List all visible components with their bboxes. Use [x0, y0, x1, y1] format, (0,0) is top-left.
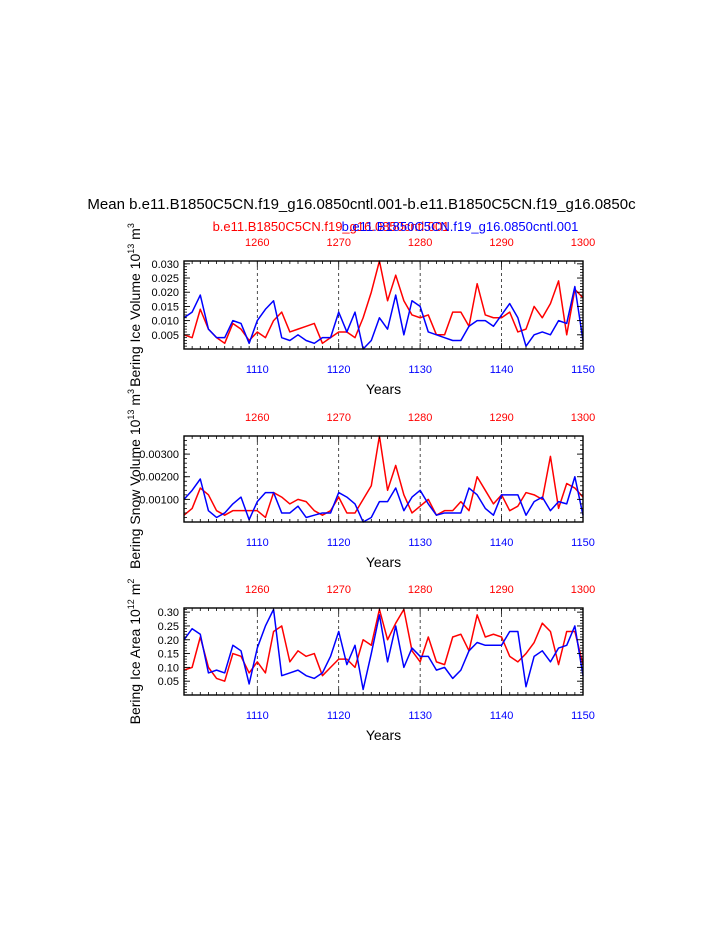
x-tick-label-top: 1280 — [408, 237, 432, 249]
x-tick-label-bottom: 1140 — [490, 710, 514, 722]
legend-blue-series: b.e11.B1850C5CN.f19_g16.0850cntl.001 — [342, 219, 579, 234]
x-tick-label-top: 1270 — [326, 412, 350, 424]
chart-panels: 1110 1120 1130 1140 1150 1260 1270 1280 1290 1300… — [126, 223, 595, 743]
x-tick-label-top: 1290 — [489, 237, 513, 249]
y-tick-label: 0.015 — [151, 301, 179, 313]
y-axis-label: Bering Ice Volume 1013 m3 — [126, 223, 143, 387]
x-tick-label-top: 1300 — [571, 237, 595, 249]
x-tick-label-top: 1260 — [245, 412, 269, 424]
series-line-red — [183, 435, 584, 519]
panel-snow-volume: 1110 1120 1130 1140 1150 1260 1270 1280 1290 1300… — [126, 389, 595, 570]
y-tick-label: 0.005 — [151, 330, 179, 342]
x-tick-label-top: 1280 — [408, 412, 432, 424]
y-tick-label: 0.025 — [151, 273, 179, 285]
x-tick-label-top: 1290 — [489, 412, 513, 424]
x-tick-label-top: 1290 — [489, 584, 513, 596]
panel-ice-area: 1110 1120 1130 1140 1150 1260 1270 1280 1290 1300… — [126, 579, 595, 743]
x-tick-label-bottom: 1130 — [408, 710, 432, 722]
y-axis-label-exponent: 13 — [126, 244, 136, 254]
x-tick-label-bottom: 1130 — [408, 364, 432, 376]
y-tick-label: 0.25 — [158, 621, 179, 633]
legend-red-series: b.e11.B1850C5CN.f19_g16.0850cntl.001 — [213, 219, 450, 234]
y-axis-label-exponent: 12 — [126, 599, 136, 609]
y-axis-label-unit-exponent: 2 — [126, 579, 136, 584]
y-axis-label-unit-exponent: 3 — [126, 223, 136, 228]
y-axis-label-exponent: 13 — [126, 410, 136, 420]
y-tick-label: 0.20 — [158, 635, 179, 647]
x-tick-label-bottom: 1120 — [327, 537, 351, 549]
y-tick-label: 0.05 — [158, 676, 179, 688]
x-tick-label-bottom: 1120 — [327, 364, 351, 376]
y-axis-label: Bering Ice Area 1012 m2 — [126, 579, 143, 725]
x-axis-label: Years — [366, 727, 401, 743]
y-axis-label-unit: m — [127, 584, 143, 600]
y-axis-label-unit: m — [127, 228, 143, 244]
x-tick-label-bottom: 1150 — [571, 364, 595, 376]
y-axis-label-unit-exponent: 3 — [126, 389, 136, 394]
x-tick-label-bottom: 1140 — [490, 364, 514, 376]
plot-frame — [183, 607, 584, 696]
x-tick-label-bottom: 1140 — [490, 537, 514, 549]
x-tick-label-top: 1270 — [326, 584, 350, 596]
y-tick-label: 0.30 — [158, 607, 179, 619]
x-tick-label-bottom: 1120 — [327, 710, 351, 722]
y-tick-label: 0.020 — [151, 287, 179, 299]
x-tick-label-top: 1300 — [571, 584, 595, 596]
y-tick-label: 0.10 — [158, 662, 179, 674]
x-tick-label-bottom: 1150 — [571, 537, 595, 549]
x-tick-label-bottom: 1130 — [408, 537, 432, 549]
y-axis-label: Bering Snow Volume 1013 m3 — [126, 389, 143, 569]
series-line-blue — [183, 608, 584, 691]
y-tick-label: 0.00200 — [139, 472, 179, 484]
x-tick-label-top: 1260 — [245, 584, 269, 596]
y-tick-label: 0.00300 — [139, 449, 179, 461]
y-tick-label: 0.00100 — [139, 494, 179, 506]
y-tick-label: 0.010 — [151, 316, 179, 328]
y-tick-label: 0.15 — [158, 649, 179, 661]
plot-frame — [183, 260, 584, 350]
x-tick-label-bottom: 1110 — [246, 364, 269, 376]
panel-ice-volume: 1110 1120 1130 1140 1150 1260 1270 1280 1290 1300… — [126, 223, 595, 397]
series-line-red — [183, 608, 584, 682]
x-tick-label-bottom: 1150 — [571, 710, 595, 722]
y-tick-label: 0.030 — [151, 259, 179, 271]
x-tick-label-top: 1280 — [408, 584, 432, 596]
y-axis-label-text: Bering Ice Volume 10 — [127, 254, 143, 387]
series-line-blue — [183, 285, 584, 350]
x-tick-label-top: 1270 — [326, 237, 350, 249]
x-tick-label-top: 1260 — [245, 237, 269, 249]
x-tick-label-top: 1300 — [571, 412, 595, 424]
x-axis-label: Years — [366, 381, 401, 397]
y-axis-label-text: Bering Snow Volume 10 — [127, 419, 143, 569]
x-tick-label-bottom: 1110 — [246, 710, 269, 722]
plot-frame — [183, 435, 584, 523]
y-axis-label-text: Bering Ice Area 10 — [127, 609, 143, 724]
series-line-blue — [183, 475, 584, 523]
x-axis-label: Years — [366, 554, 401, 570]
chart-title: Mean b.e11.B1850C5CN.f19_g16.0850cntl.00… — [87, 196, 636, 213]
y-axis-label-unit: m — [127, 394, 143, 410]
x-tick-label-bottom: 1110 — [246, 537, 269, 549]
